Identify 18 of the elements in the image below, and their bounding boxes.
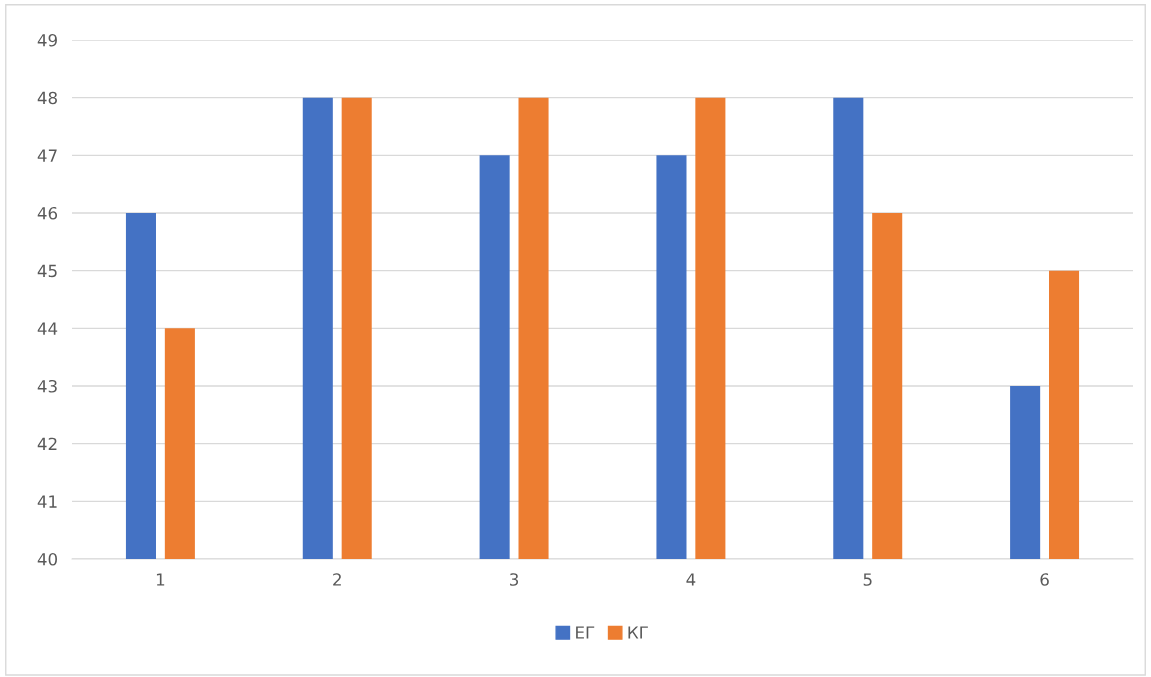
legend-label: КГ (628, 626, 648, 639)
y-tick-label: 48 (37, 91, 57, 105)
y-tick-label: 46 (37, 206, 58, 220)
y-tick-label: 45 (37, 264, 57, 278)
legend-label: ЕГ (576, 626, 595, 639)
y-tick-label: 42 (37, 437, 57, 450)
y-tick-label: 44 (37, 322, 58, 335)
x-tick-label: 1 (156, 573, 165, 586)
x-tick-label: 4 (686, 573, 696, 586)
x-tick-label: 3 (510, 573, 519, 586)
y-tick-label: 43 (37, 379, 57, 393)
x-tick-label: 5 (863, 573, 872, 586)
y-tick-label: 47 (37, 149, 57, 162)
y-tick-label: 41 (37, 495, 57, 508)
y-tick-label: 49 (37, 33, 57, 47)
x-tick-label: 2 (333, 573, 341, 586)
y-tick-label: 40 (37, 552, 57, 566)
x-tick-label: 6 (1040, 573, 1049, 586)
